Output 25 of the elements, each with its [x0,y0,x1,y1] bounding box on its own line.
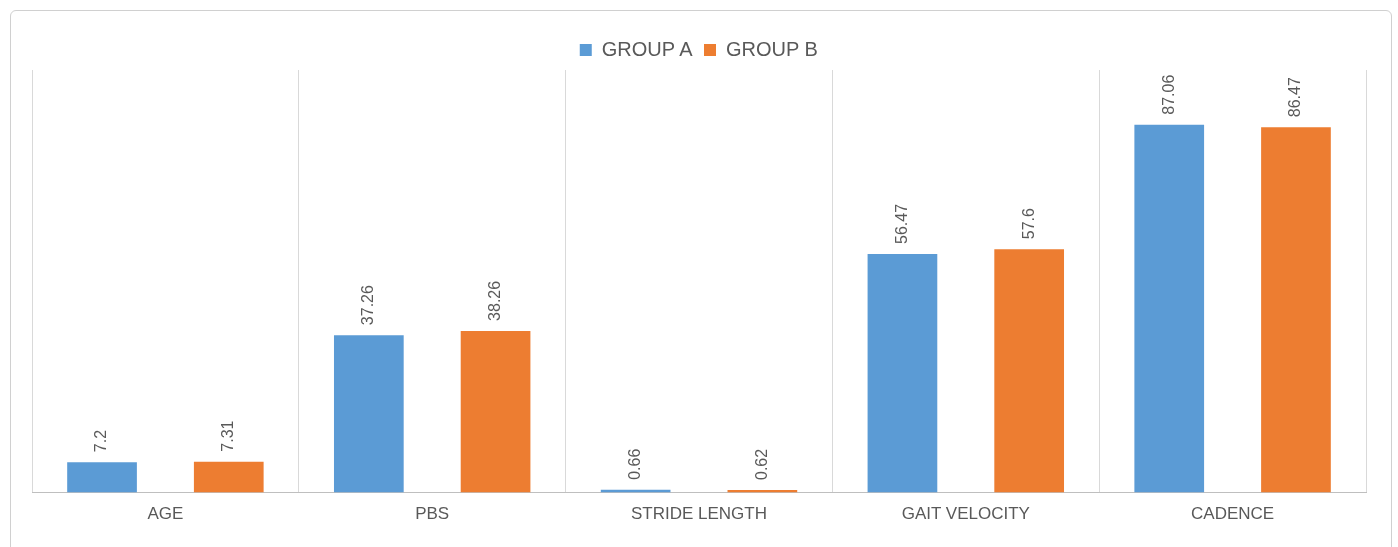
data-label: 7.2 [92,429,110,453]
x-tick-label: CADENCE [1191,504,1275,524]
data-label: 0.66 [626,448,644,480]
x-tick-label: PBS [415,504,450,524]
legend-label: GROUP A [601,37,694,60]
bar [460,330,531,493]
x-tick-label: GAIT VELOCITY [901,504,1030,524]
data-label: 57.6 [1019,207,1037,240]
bar [1134,124,1205,493]
data-label: 7.31 [219,420,237,452]
x-tick-label: STRIDE LENGTH [630,504,768,524]
bar [1261,127,1331,493]
x-tick-label: AGE [147,504,184,524]
data-label: 38.26 [485,280,503,321]
bar [994,249,1065,493]
bar [193,461,264,493]
data-label: 37.26 [359,285,377,326]
data-label: 56.47 [892,203,910,244]
data-label: 87.06 [1159,74,1177,115]
data-label: 0.62 [752,448,770,480]
bar [67,462,137,493]
legend-label: GROUP B [726,37,818,60]
data-label: 86.47 [1286,77,1304,118]
bar [333,335,404,493]
bar [867,253,938,493]
